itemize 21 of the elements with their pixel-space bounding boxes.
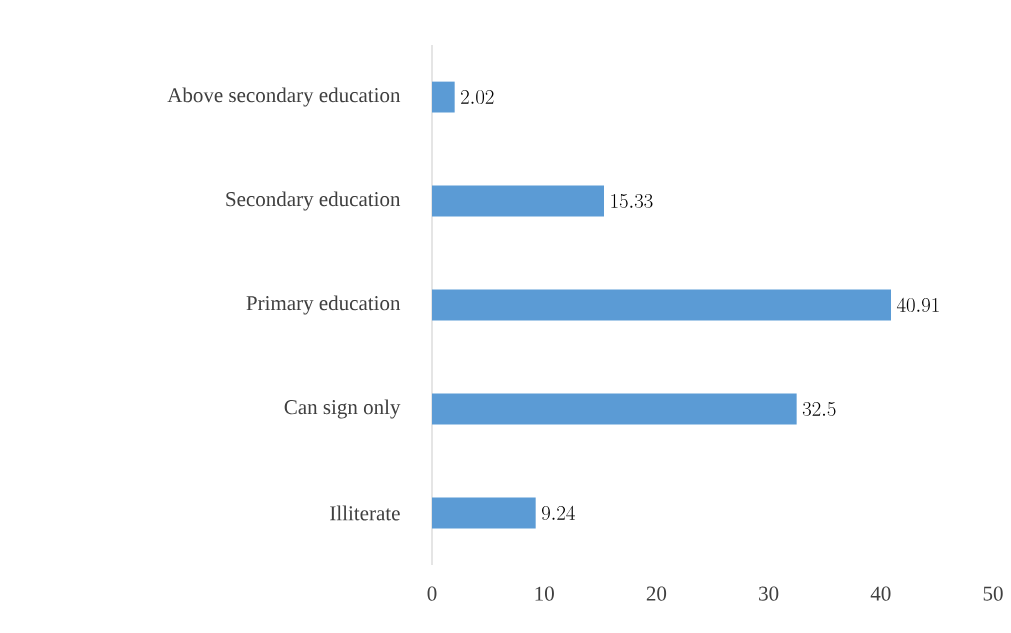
x-tick-label: 30 [759, 586, 779, 601]
x-tick-label: 50 [983, 586, 1003, 601]
data-label: 32.5 [802, 401, 836, 417]
y-tick-label: Primary education [246, 295, 401, 315]
x-tick-label: 20 [646, 586, 667, 601]
data-label: 40.91 [896, 297, 939, 313]
bar [432, 289, 892, 321]
x-tick-label: 0 [427, 586, 437, 601]
bar [432, 497, 536, 529]
data-label: 15.33 [611, 193, 653, 209]
bar [432, 81, 455, 113]
y-tick-label: Can sign only [284, 399, 401, 419]
data-label: 2.02 [461, 89, 494, 105]
x-tick-label: 10 [535, 586, 554, 601]
y-tick-label: Above secondary education [167, 87, 401, 107]
x-tick-label: 40 [870, 586, 891, 601]
bar [432, 393, 797, 425]
y-tick-label: Illiterate [330, 505, 400, 521]
data-label: 9.24 [541, 505, 575, 521]
bar [432, 185, 605, 217]
y-tick-label: Secondary education [226, 191, 401, 211]
